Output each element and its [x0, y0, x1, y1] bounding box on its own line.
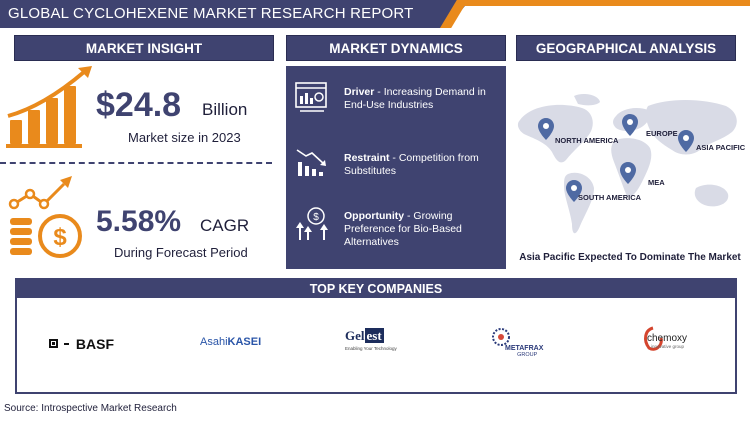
basf-square-icon: [49, 339, 58, 349]
opportunity-description: - Growing Preference for Bio-Based Alter…: [344, 210, 462, 248]
title-accent-stripe: [462, 0, 750, 6]
gelest-logo-text-b: est: [364, 328, 384, 343]
title-banner: [0, 0, 470, 28]
market-dynamics-panel: Driver - Increasing Demand in End-Use In…: [286, 66, 506, 269]
market-size-unit: Billion: [202, 100, 248, 119]
top-key-companies-heading: TOP KEY COMPANIES: [17, 280, 735, 298]
basf-logo: BASF: [49, 335, 114, 353]
source-note: Source: Introspective Market Research: [4, 403, 177, 414]
restraint-description: - Competition from Substitutes: [344, 152, 479, 177]
gelest-tagline: Enabling Your Technology: [345, 346, 397, 351]
restraint-title: Restraint: [344, 152, 390, 164]
gelest-logo: Gel est Enabling Your Technology: [345, 328, 397, 351]
declining-chart-icon: [296, 149, 326, 176]
metafrax-logo-text: METAFRAX: [505, 345, 544, 352]
market-dynamics-heading: MARKET DYNAMICS: [286, 35, 506, 61]
market-insight-heading: MARKET INSIGHT: [14, 35, 274, 61]
growth-chart-icon: [6, 66, 92, 148]
restraint-item: Restraint - Competition from Substitutes: [286, 144, 506, 204]
svg-text:$: $: [313, 212, 319, 223]
cagr-coins-icon: $: [8, 176, 82, 258]
opportunity-item: $ Opportunity - Growing Preference for B…: [286, 206, 506, 266]
asahi-logo-text: Asahi: [200, 336, 228, 348]
chemoxy-logo: chemoxy innovative group: [641, 326, 687, 351]
svg-text:$: $: [53, 224, 67, 251]
gelest-logo-wordmark: Gel est: [345, 328, 397, 344]
cagr-unit: CAGR: [200, 216, 250, 235]
chemoxy-swirl-icon: [644, 326, 663, 351]
report-title: GLOBAL CYCLOHEXENE MARKET RESEARCH REPOR…: [8, 5, 414, 22]
region-asia-pacific: ASIA PACIFIC: [696, 143, 746, 152]
insight-divider: [0, 162, 272, 164]
driver-description: - Increasing Demand in End-Use Industrie…: [344, 86, 486, 111]
geographical-analysis-heading: GEOGRAPHICAL ANALYSIS: [516, 35, 736, 61]
metafrax-emblem-icon: [492, 328, 510, 346]
chemoxy-logo-text: chemoxy: [647, 333, 688, 344]
opportunity-text: Opportunity - Growing Preference for Bio…: [344, 210, 502, 249]
region-south-america: SOUTH AMERICA: [578, 193, 642, 202]
dashboard-icon: [295, 82, 327, 112]
cagr-caption: During Forecast Period: [114, 245, 248, 260]
driver-title: Driver: [344, 86, 375, 98]
restraint-text: Restraint - Competition from Substitutes: [344, 152, 502, 178]
chemoxy-tagline: innovative group: [651, 344, 685, 349]
driver-text: Driver - Increasing Demand in End-Use In…: [344, 86, 502, 112]
region-north-america: NORTH AMERICA: [555, 136, 619, 145]
opportunity-growth-icon: $: [296, 207, 328, 240]
geography-footer-note: Asia Pacific Expected To Dominate The Ma…: [519, 252, 741, 263]
region-europe: EUROPE: [646, 129, 678, 138]
top-key-companies-box: TOP KEY COMPANIES BASF AsahiKASEI Gel est…: [15, 278, 737, 394]
metafrax-group-text: GROUP: [517, 352, 538, 358]
metafrax-logo: METAFRAX GROUP: [491, 327, 543, 358]
region-mea: MEA: [648, 178, 665, 187]
market-size-caption: Market size in 2023: [128, 130, 241, 145]
basf-dash-icon: [64, 342, 70, 345]
world-map: [517, 94, 737, 234]
market-size-value: $24.8: [96, 86, 182, 124]
cagr-value: 5.58%: [96, 205, 182, 238]
kasei-logo-text: KASEI: [227, 336, 262, 348]
gelest-logo-text-a: Gel: [345, 328, 365, 343]
basf-logo-text: BASF: [75, 335, 115, 352]
opportunity-title: Opportunity: [344, 210, 405, 222]
asahi-kasei-logo: AsahiKASEI: [200, 336, 261, 348]
driver-item: Driver - Increasing Demand in End-Use In…: [286, 80, 506, 140]
